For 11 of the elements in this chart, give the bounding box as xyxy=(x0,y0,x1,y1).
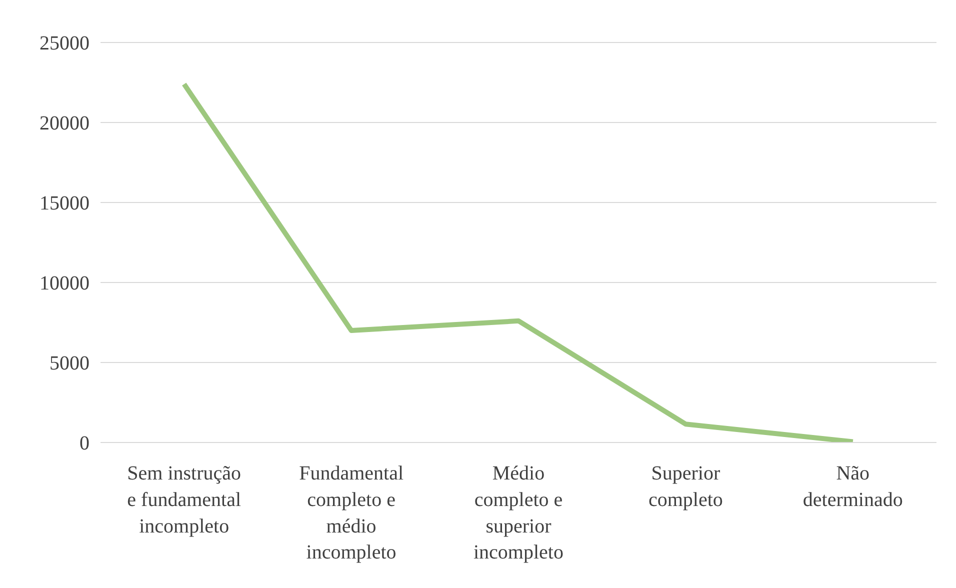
y-tick-label: 20000 xyxy=(40,112,90,134)
y-tick-label: 25000 xyxy=(40,32,90,54)
x-tick-label: Fundamental completo e médio incompleto xyxy=(299,462,404,564)
x-tick-label: Não determinado xyxy=(802,462,903,511)
y-tick-label: 15000 xyxy=(40,192,90,214)
y-tick-label: 10000 xyxy=(40,272,90,294)
x-tick-label: Superior completo xyxy=(648,462,723,511)
x-tick-label: Médio completo e superior incompleto xyxy=(474,462,564,564)
y-tick-label: 5000 xyxy=(50,352,90,374)
x-tick-label: Sem instrução e fundamental incompleto xyxy=(127,462,242,538)
y-tick-label: 0 xyxy=(80,432,90,454)
